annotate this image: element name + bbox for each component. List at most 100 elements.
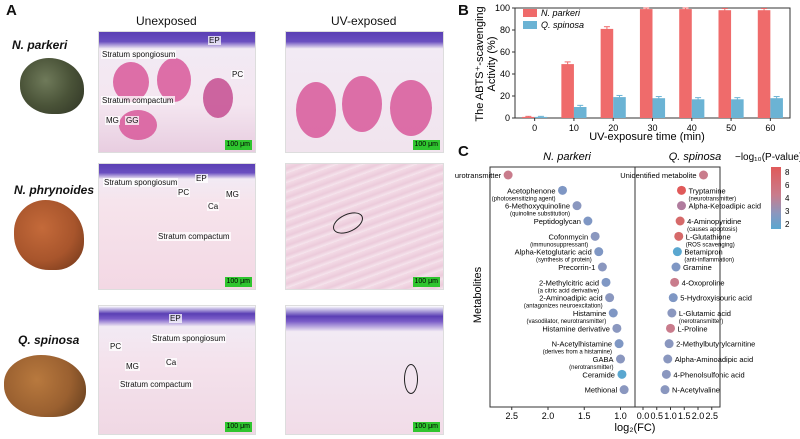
bar: [613, 97, 626, 118]
point-label: Precorrin-1: [558, 263, 595, 272]
point-label: Histamine: [573, 309, 606, 318]
data-point: [664, 339, 674, 349]
label-mg: MG: [225, 190, 240, 199]
bar: [757, 10, 771, 119]
label-pc: PC: [231, 70, 245, 79]
right-panel-title: Q. spinosa: [669, 151, 722, 163]
data-point: [670, 277, 680, 287]
x-tick-label: 40: [687, 123, 697, 133]
point-sublabel: (vasodilator, neurotransmitter): [527, 319, 607, 325]
plot-frame: [489, 166, 721, 408]
x-tick-label: 2.5: [705, 411, 718, 421]
legend-swatch: [523, 21, 537, 29]
point-label: L-Glutathione: [686, 232, 731, 241]
data-point: [660, 385, 670, 395]
data-point: [616, 354, 625, 364]
abts-bar-chart: The ABTS⁺-scavenging Activity (%) UV-exp…: [474, 3, 791, 143]
highlight-ellipse: [329, 208, 367, 238]
point-label: N-Acetylhistamine: [552, 340, 612, 349]
histology-q-spinosa-unexposed: EP Stratum spongiosum PC MG Ca Stratum c…: [98, 305, 256, 435]
y-tick-label: 40: [500, 69, 510, 79]
point-label: 4-Aminopyridine: [687, 217, 741, 226]
data-point: [672, 247, 682, 257]
x-tick-label: 10: [569, 123, 579, 133]
label-ca: Ca: [207, 202, 220, 211]
gland-blob: [203, 78, 233, 118]
species-label-q-spinosa: Q. spinosa: [18, 333, 80, 347]
data-point: [608, 308, 618, 318]
x-tick-label: 0.0: [637, 411, 650, 421]
data-point: [663, 354, 673, 364]
data-point: [668, 293, 678, 303]
legend-tick-label: 8: [785, 168, 790, 177]
column-header-uv-exposed: UV-exposed: [331, 14, 397, 28]
legend-tick-label: 2: [785, 220, 790, 229]
x-axis-label: log₂(FC): [615, 422, 656, 434]
data-point: [503, 170, 513, 180]
y-tick-label: 60: [500, 47, 510, 57]
point-label: Cofonmycin: [549, 232, 589, 241]
histology-n-parkeri-uv: 100 μm: [285, 31, 444, 153]
gland-blob: [296, 82, 336, 138]
data-point: [661, 369, 671, 379]
data-point: [590, 231, 600, 241]
label-stratum-spongiosum: Stratum spongiosum: [151, 334, 227, 343]
label-stratum-spongiosum: Stratum spongiosum: [103, 178, 179, 187]
x-tick-label: 2.0: [542, 411, 555, 421]
data-point: [666, 323, 675, 333]
point-label: Acetophenone: [507, 186, 555, 195]
gland-blob: [113, 62, 149, 102]
label-mg: MG: [105, 116, 120, 125]
data-point: [675, 216, 685, 226]
frog-photo-q-spinosa: [4, 355, 86, 417]
point-label: Tryptamine: [689, 186, 726, 195]
metabolite-dot-plot: N. parkeri Q. spinosa −log₁₀(P-value) Me…: [455, 151, 800, 434]
data-point: [601, 277, 611, 287]
point-label: N-Acetylvaline: [672, 386, 720, 395]
point-sublabel: (anti-inflammation): [684, 258, 734, 264]
data-point: [667, 308, 677, 318]
data-point: [617, 369, 627, 379]
left-panel-title: N. parkeri: [543, 151, 591, 163]
species-label-n-parkeri: N. parkeri: [12, 38, 68, 52]
label-pc: PC: [109, 342, 123, 351]
highlight-ellipse: [404, 364, 418, 394]
point-label: L-Glutamic acid: [679, 309, 731, 318]
panel-a-letter: A: [6, 2, 17, 19]
bar: [600, 28, 614, 118]
gland-blob: [390, 80, 432, 136]
y-axis-label-line2: Activity (%): [486, 37, 498, 92]
label-ep: EP: [169, 314, 182, 323]
point-sublabel: (antagonizes neuroexcitation): [524, 304, 603, 310]
histology-n-phrynoides-uv: 100 μm: [285, 163, 444, 290]
x-tick-label: 2.0: [692, 411, 705, 421]
label-ep: EP: [208, 36, 221, 45]
scale-bar: 100 μm: [224, 422, 252, 432]
point-label: L-Proline: [678, 324, 708, 333]
gland-blob: [119, 110, 157, 140]
x-tick-label: 0: [532, 123, 537, 133]
point-label: Histamine derivative: [542, 324, 610, 333]
point-label: Gramine: [683, 263, 712, 272]
species-label-n-phrynoides: N. phrynoides: [14, 183, 95, 197]
point-sublabel: (nerotransmitter): [569, 365, 613, 371]
bar: [679, 9, 692, 119]
data-point: [597, 262, 607, 272]
bar: [561, 64, 574, 118]
bar: [652, 98, 666, 118]
data-point: [572, 201, 582, 211]
point-sublabel: (neurotransmitter): [689, 196, 737, 202]
scale-bar: 100 μm: [412, 140, 440, 150]
point-sublabel: (synthesis of protein): [536, 258, 592, 264]
data-point: [612, 323, 622, 333]
frog-photo-n-parkeri: [20, 58, 84, 114]
point-sublabel: (ROS scavenging): [686, 242, 735, 248]
y-axis-label: Metabolites: [472, 266, 484, 323]
point-sublabel: (quinoline substitution): [510, 212, 570, 218]
label-gg: GG: [125, 116, 140, 125]
point-label: 2-Methylbutyrylcarnitine: [676, 340, 755, 349]
y-tick-label: 0: [505, 113, 510, 123]
point-label: GABA: [593, 355, 614, 364]
y-axis-label-line1: The ABTS⁺-scavenging: [474, 6, 486, 121]
point-label: Ceramide: [582, 370, 615, 379]
